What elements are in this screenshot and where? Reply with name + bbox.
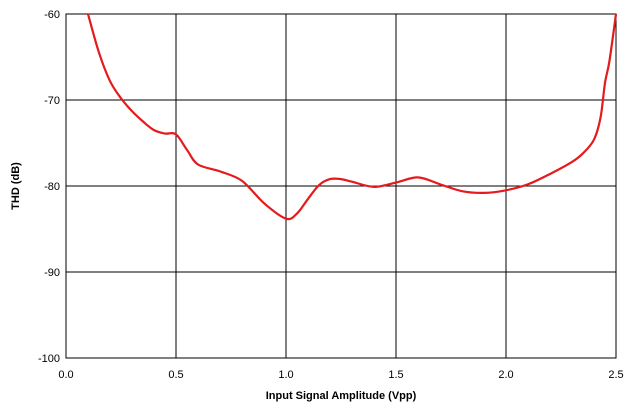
x-tick-label: 1.0 [278,369,293,381]
y-tick-label: -70 [44,95,60,107]
y-axis-title: THD (dB) [10,162,22,210]
x-tick-label: 0.0 [58,369,73,381]
thd-series-line [86,13,618,221]
y-tick-label: -100 [38,353,60,365]
x-tick-label: 0.5 [168,369,183,381]
x-axis-title: Input Signal Amplitude (Vpp) [266,390,417,402]
y-tick-label: -90 [44,267,60,279]
x-tick-label: 2.5 [608,369,623,381]
plot-area-frame [65,13,617,359]
x-tick-label: 1.5 [388,369,403,381]
y-tick-label: -60 [44,9,60,21]
y-tick-labels: -100 -90 -80 -70 -60 [38,9,60,365]
x-tick-labels: 0.0 0.5 1.0 1.5 2.0 2.5 [58,369,623,381]
series-layer [86,13,618,221]
x-tick-label: 2.0 [498,369,513,381]
y-tick-label: -80 [44,181,60,193]
